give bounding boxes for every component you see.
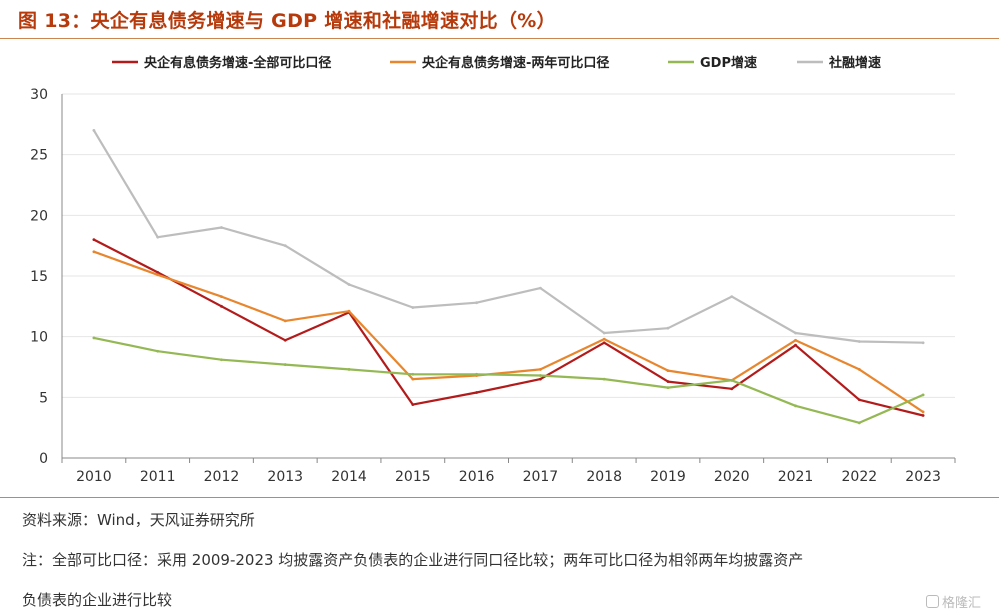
watermark-text: 格隆汇 (941, 596, 981, 611)
y-tick-label: 25 (30, 148, 48, 164)
x-tick-label: 2021 (778, 469, 814, 485)
x-tick-label: 2015 (395, 469, 431, 485)
x-tick-label: 2010 (76, 469, 112, 485)
series-line-1 (92, 238, 925, 417)
x-tick-label: 2023 (905, 469, 941, 485)
x-tick-label: 2017 (523, 469, 559, 485)
data-point-series-1 (730, 387, 734, 391)
legend-label-3: GDP增速 (700, 55, 757, 71)
source-note: 资料来源：Wind，天风证券研究所 (22, 511, 255, 529)
data-point-series-4 (220, 226, 223, 229)
footnote-line-2: 负债表的企业进行比较 (22, 591, 173, 609)
data-point-series-3 (220, 358, 223, 362)
data-point-series-1 (602, 341, 606, 345)
data-point-series-3 (156, 349, 160, 353)
data-point-series-3 (666, 386, 670, 390)
data-point-series-4 (794, 331, 797, 335)
line-chart: 0 5 10 15 20 25 30 2010 2011 2012 2013 2014 2015 2016… (30, 55, 956, 485)
data-point-series-2 (411, 377, 415, 381)
x-tick-label: 2019 (650, 469, 686, 485)
y-tick-label: 0 (39, 451, 48, 467)
data-point-series-1 (92, 238, 96, 242)
data-point-series-3 (857, 421, 861, 425)
data-point-series-2 (92, 250, 96, 254)
series-line-3 (92, 336, 925, 424)
data-point-series-3 (283, 363, 287, 366)
series-line-4 (92, 129, 925, 344)
x-tick-label: 2016 (459, 469, 495, 485)
data-point-series-4 (538, 286, 542, 290)
data-point-series-1 (411, 403, 415, 407)
data-point-series-1 (857, 398, 861, 402)
legend-label-4: 社融增速 (828, 55, 881, 71)
y-tick-label: 5 (39, 390, 48, 406)
data-point-series-3 (92, 336, 96, 340)
x-tick-label: 2011 (140, 469, 176, 485)
y-tick-label: 15 (30, 269, 48, 285)
data-point-series-4 (92, 129, 96, 132)
title-divider (0, 38, 999, 39)
data-point-series-2 (857, 368, 861, 371)
data-point-series-3 (794, 404, 797, 408)
x-tick-label: 2014 (331, 469, 367, 485)
data-point-series-1 (666, 380, 670, 383)
watermark-logo-icon (925, 595, 939, 608)
x-tick-label: 2022 (842, 469, 878, 485)
data-point-series-1 (794, 343, 797, 347)
data-point-series-2 (220, 295, 223, 299)
data-point-series-2 (538, 368, 542, 371)
data-point-series-2 (347, 309, 351, 313)
data-point-series-1 (283, 338, 287, 342)
data-point-series-1 (220, 304, 223, 308)
data-point-series-4 (666, 326, 670, 330)
chart-title: 图 13：央企有息债务增速与 GDP 增速和社融增速对比（%） (18, 10, 556, 32)
watermark: 格隆汇 (925, 592, 981, 611)
x-tick-label: 2012 (204, 469, 240, 485)
x-tick-label: 2013 (267, 469, 303, 485)
data-point-series-3 (602, 377, 606, 381)
legend-label-2: 央企有息债务增速-两年可比口径 (422, 55, 609, 71)
data-point-series-3 (730, 378, 734, 382)
data-point-series-2 (156, 273, 160, 277)
data-point-series-1 (156, 270, 160, 274)
data-point-series-4 (921, 341, 925, 345)
data-point-series-3 (921, 393, 925, 397)
data-point-series-4 (857, 340, 861, 343)
data-point-series-4 (602, 331, 606, 335)
data-point-series-4 (411, 306, 415, 309)
data-point-series-4 (347, 283, 351, 286)
y-tick-label: 20 (30, 208, 48, 224)
data-point-series-3 (475, 372, 479, 376)
x-tick-label: 2018 (586, 469, 622, 485)
data-point-series-3 (411, 372, 415, 376)
chart-bottom-divider (0, 497, 999, 498)
footnote-line-1: 注：全部可比口径：采用 2009-2023 均披露资产负债表的企业进行同口径比较… (22, 551, 804, 569)
data-point-series-4 (156, 235, 160, 239)
series-line-2 (92, 250, 925, 413)
data-point-series-2 (283, 319, 287, 323)
x-tick-label: 2020 (714, 469, 750, 485)
data-point-series-1 (538, 377, 542, 381)
data-point-series-2 (794, 338, 797, 342)
data-point-series-2 (921, 410, 925, 414)
data-point-series-1 (475, 391, 479, 394)
y-tick-label: 30 (30, 87, 48, 103)
data-point-series-4 (730, 295, 734, 299)
data-point-series-1 (921, 414, 925, 417)
data-point-series-2 (602, 337, 606, 341)
y-tick-label: 10 (30, 330, 48, 346)
data-point-series-3 (538, 374, 542, 377)
data-point-series-2 (666, 369, 670, 373)
data-point-series-4 (475, 301, 479, 305)
data-point-series-3 (347, 368, 351, 371)
legend-label-1: 央企有息债务增速-全部可比口径 (144, 55, 331, 71)
data-point-series-4 (283, 244, 287, 248)
